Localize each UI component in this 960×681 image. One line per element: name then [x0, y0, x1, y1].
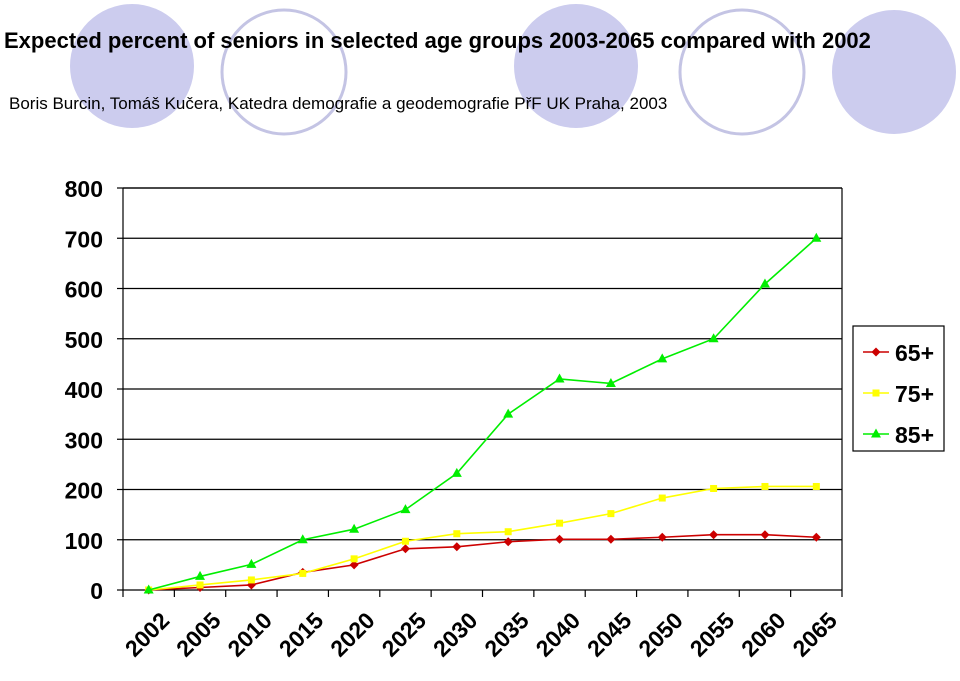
series-line-75+: [148, 485, 817, 591]
data-point: [246, 558, 257, 568]
data-point: [400, 544, 410, 554]
data-point: [453, 530, 461, 538]
x-tick-label: 2015: [274, 607, 329, 662]
data-point: [812, 482, 820, 490]
decor-ring: [678, 8, 806, 136]
data-point: [504, 528, 512, 536]
data-point: [401, 537, 409, 545]
data-point: [299, 569, 307, 577]
x-tick-label: 2025: [377, 607, 432, 662]
data-point: [195, 570, 206, 580]
data-point: [554, 373, 565, 383]
data-point: [657, 353, 668, 363]
data-point: [811, 532, 821, 542]
legend-label: 65+: [895, 340, 934, 366]
data-point: [349, 560, 359, 570]
chart-subtitle: Boris Burcin, Tomáš Kučera, Katedra demo…: [9, 94, 668, 113]
x-tick-label: 2055: [685, 607, 740, 662]
data-point: [555, 534, 565, 544]
data-point: [760, 530, 770, 540]
data-point: [503, 408, 514, 418]
data-point: [710, 484, 718, 492]
series-line-85+: [148, 237, 817, 591]
x-tick-label: 2005: [171, 607, 226, 662]
data-point: [657, 532, 667, 542]
data-point: [759, 278, 770, 288]
x-tick-label: 2045: [582, 607, 637, 662]
legend-marker: [872, 389, 880, 397]
data-point: [761, 482, 769, 490]
legend-box: [852, 325, 945, 452]
y-tick-label: 500: [65, 327, 103, 353]
data-point: [350, 555, 358, 563]
data-point: [708, 333, 719, 343]
decor-circle: [514, 4, 638, 128]
y-tick-label: 0: [90, 578, 103, 604]
y-tick-label: 100: [65, 528, 103, 554]
y-tick-label: 400: [65, 377, 103, 403]
data-point: [247, 576, 255, 584]
series-line-65+: [148, 533, 817, 591]
x-tick-label: 2035: [479, 607, 534, 662]
data-point: [297, 534, 308, 544]
x-tick-label: 2020: [325, 607, 380, 662]
y-tick-label: 600: [65, 277, 103, 303]
x-tick-label: 2040: [531, 607, 586, 662]
legend-marker: [871, 347, 881, 357]
x-tick-label: 2060: [736, 607, 791, 662]
decor-circle: [832, 10, 956, 134]
data-point: [607, 510, 615, 518]
chart-title: Expected percent of seniors in selected …: [4, 28, 871, 53]
data-point: [606, 534, 616, 544]
data-point: [503, 537, 513, 547]
data-point: [658, 494, 666, 502]
data-point: [709, 530, 719, 540]
legend-label: 85+: [895, 422, 934, 448]
data-point: [143, 584, 154, 594]
x-tick-label: 2010: [222, 607, 277, 662]
data-point: [400, 504, 411, 514]
legend-label: 75+: [895, 381, 934, 407]
data-point: [605, 377, 616, 387]
data-point: [196, 581, 204, 589]
y-tick-label: 800: [65, 176, 103, 202]
x-tick-label: 2065: [787, 607, 842, 662]
decor-circle: [70, 4, 194, 128]
decor-ring: [220, 8, 348, 136]
legend-marker: [871, 428, 881, 438]
y-tick-label: 300: [65, 427, 103, 453]
data-point: [452, 542, 462, 552]
x-tick-label: 2050: [633, 607, 688, 662]
y-tick-label: 700: [65, 226, 103, 252]
data-point: [349, 523, 360, 533]
x-tick-label: 2002: [120, 607, 175, 662]
data-point: [451, 467, 462, 477]
y-tick-label: 200: [65, 478, 103, 504]
data-point: [811, 232, 822, 242]
x-tick-label: 2030: [428, 607, 483, 662]
data-point: [556, 519, 564, 527]
